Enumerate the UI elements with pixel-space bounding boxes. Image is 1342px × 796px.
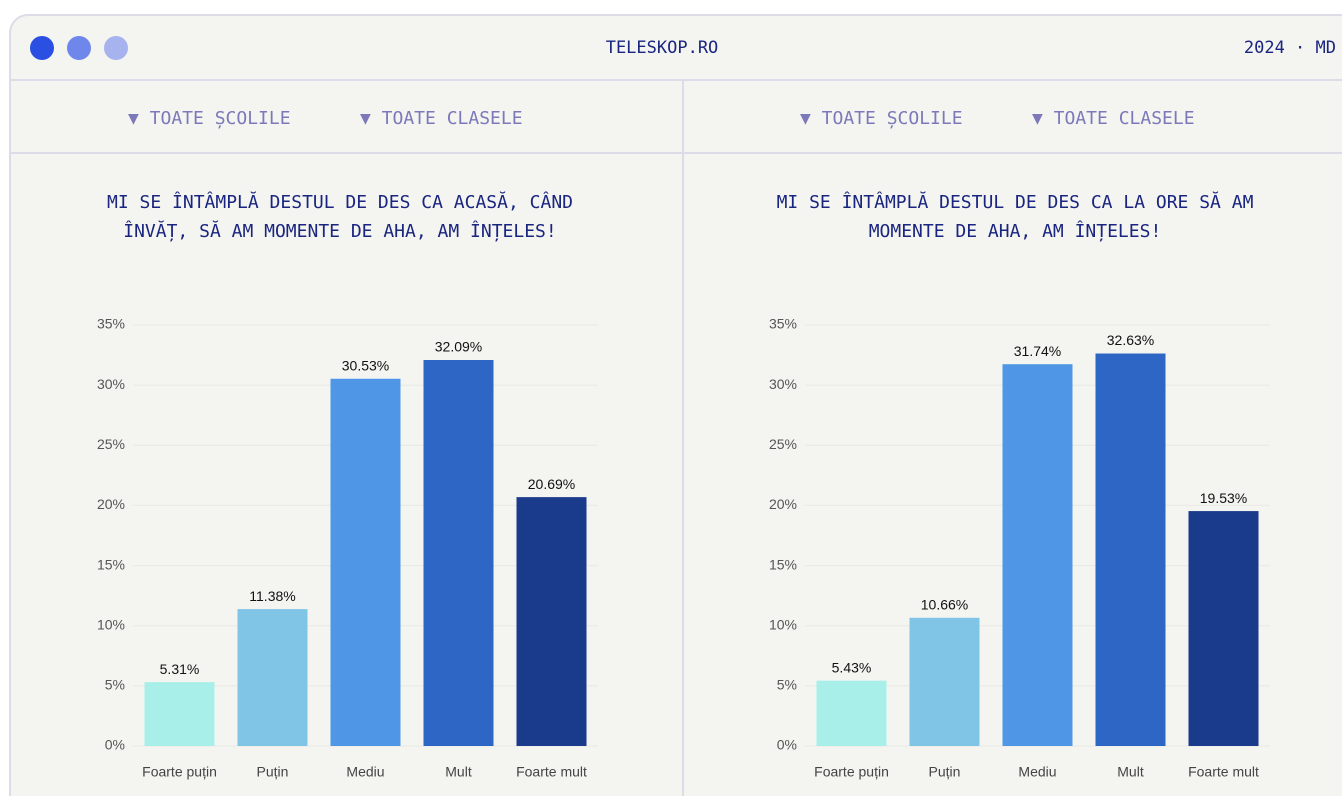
value-label: 10.66% [921,596,968,612]
window-dot [104,36,128,60]
value-label: 31.74% [1014,343,1061,359]
x-tick-label: Mult [445,764,472,780]
value-label: 19.53% [1200,490,1247,506]
bar [909,617,980,746]
filter-class[interactable]: ▼ TOATE CLASELE [1032,108,1195,129]
x-tick-label: Foarte mult [1188,764,1259,780]
bar [1095,353,1166,746]
x-tick-label: Foarte puțin [814,764,889,780]
x-tick-label: Foarte mult [516,764,587,780]
header-right: 2024 · MD [1244,38,1336,58]
y-tick-label: 30% [97,376,125,392]
y-tick-label: 25% [97,436,125,452]
x-tick-label: Mediu [346,764,384,780]
value-label: 30.53% [342,357,389,373]
bar [423,360,494,746]
y-tick-label: 5% [105,677,125,693]
x-tick-label: Puțin [257,764,289,780]
value-label: 5.43% [832,659,872,675]
y-tick-label: 35% [769,316,797,332]
window-dot [67,36,91,60]
site-title: TELESKOP.RO [606,38,719,58]
y-tick-label: 5% [777,677,797,693]
window-dot [30,36,54,60]
y-tick-label: 15% [769,556,797,572]
value-label: 20.69% [528,476,575,492]
bar [1002,364,1073,746]
value-label: 32.09% [435,339,482,355]
y-tick-label: 10% [97,616,125,632]
bar [816,680,887,746]
x-tick-label: Mult [1117,764,1144,780]
bar [1188,511,1259,746]
value-label: 11.38% [249,588,295,604]
y-tick-label: 35% [97,316,125,332]
y-tick-label: 30% [769,376,797,392]
chart-title: MI SE ÎNTÂMPLĂ DESTUL DE DES CA LA ORE S… [777,191,1254,213]
value-label: 32.63% [1107,332,1154,348]
y-tick-label: 15% [97,556,125,572]
bar [330,378,401,746]
filter-class[interactable]: ▼ TOATE CLASELE [360,108,523,129]
filter-school[interactable]: ▼ TOATE ȘCOLILE [128,108,291,129]
y-tick-label: 10% [769,616,797,632]
chart-title: MI SE ÎNTÂMPLĂ DESTUL DE DES CA ACASĂ, C… [107,191,573,213]
y-tick-label: 0% [777,737,797,753]
y-tick-label: 20% [97,496,125,512]
x-tick-label: Puțin [929,764,961,780]
bar [237,609,308,746]
y-tick-label: 0% [105,737,125,753]
y-tick-label: 25% [769,436,797,452]
chart-title: MOMENTE DE AHA, AM ÎNȚELES! [869,220,1162,242]
y-tick-label: 20% [769,496,797,512]
x-tick-label: Foarte puțin [142,764,217,780]
chart-title: ÎNVĂȚ, SĂ AM MOMENTE DE AHA, AM ÎNȚELES! [123,220,556,242]
bar [516,497,587,746]
filter-school[interactable]: ▼ TOATE ȘCOLILE [800,108,963,129]
bar [144,682,215,746]
value-label: 5.31% [160,661,200,677]
x-tick-label: Mediu [1018,764,1056,780]
